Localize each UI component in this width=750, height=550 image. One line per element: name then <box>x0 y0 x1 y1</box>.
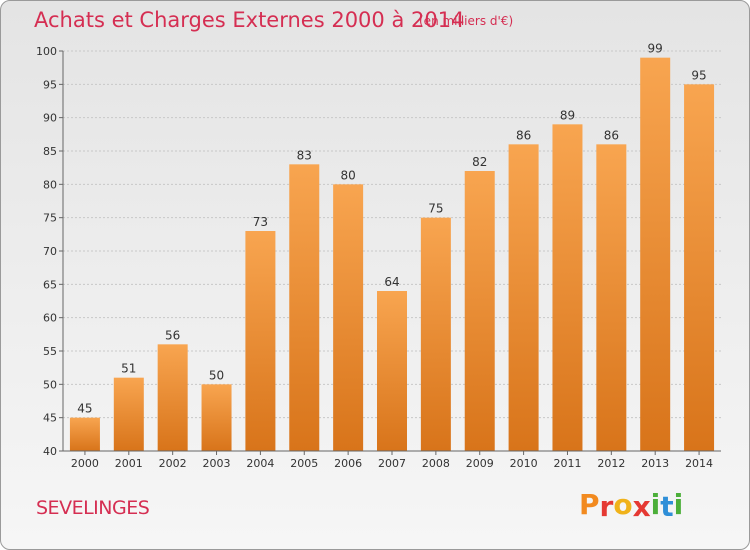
bar[interactable] <box>377 291 407 451</box>
chart-title: Achats et Charges Externes 2000 à 2014 <box>34 8 465 32</box>
data-label: 80 <box>340 168 355 182</box>
bar[interactable] <box>333 184 364 452</box>
y-tick-label: 95 <box>43 78 57 91</box>
data-label: 75 <box>428 202 443 216</box>
y-tick-label: 40 <box>43 445 57 458</box>
data-label: 82 <box>472 155 487 169</box>
y-tick-label: 55 <box>43 345 57 358</box>
bar[interactable] <box>201 384 232 451</box>
bar[interactable] <box>464 171 495 451</box>
y-tick-label: 90 <box>43 112 57 125</box>
bar[interactable] <box>508 144 539 452</box>
x-tick-label: 2009 <box>466 457 494 470</box>
x-tick-label: 2007 <box>378 457 406 470</box>
x-tick-label: 2010 <box>510 457 538 470</box>
x-tick-label: 2000 <box>71 457 99 470</box>
x-tick-label: 2013 <box>641 457 669 470</box>
y-axis: 40 45 50 55 60 65 70 75 80 85 90 95 100 <box>36 45 64 458</box>
y-tick-label: 45 <box>43 412 57 425</box>
logo-letter: x <box>632 490 651 523</box>
bar[interactable] <box>113 377 144 451</box>
data-label: 89 <box>560 108 575 122</box>
x-tick-label: 2011 <box>553 457 581 470</box>
data-label: 64 <box>384 275 399 289</box>
data-label: 99 <box>648 42 663 56</box>
bars: 45 51 56 50 73 83 80 64 75 82 86 89 86 99 95 <box>69 42 715 452</box>
y-tick-label: 85 <box>43 145 57 158</box>
bar[interactable] <box>640 57 671 452</box>
logo-letter: i <box>673 488 684 521</box>
logo-letter: i <box>650 488 661 521</box>
x-tick-label: 2012 <box>597 457 625 470</box>
logo-letter: P <box>579 488 600 521</box>
data-label: 86 <box>604 128 619 142</box>
x-tick-label: 2014 <box>685 457 713 470</box>
proxiti-logo[interactable]: Proxiti <box>579 488 684 523</box>
data-label: 73 <box>253 215 268 229</box>
x-tick-label: 2006 <box>334 457 362 470</box>
logo-letter: t <box>660 490 674 523</box>
bar[interactable] <box>552 124 583 451</box>
data-label: 50 <box>209 368 224 382</box>
logo-letter: r <box>599 490 614 523</box>
logo-letter: o <box>613 488 633 521</box>
y-tick-label: 100 <box>36 45 57 58</box>
location-name: SEVELINGES <box>36 497 150 519</box>
data-label: 56 <box>165 328 180 342</box>
x-tick-label: 2003 <box>203 457 231 470</box>
x-tick-label: 2002 <box>159 457 187 470</box>
bar[interactable] <box>289 164 320 452</box>
bar[interactable] <box>596 144 627 452</box>
x-axis: 2000 2001 2002 2003 2004 2005 2006 2007 2008 2009… <box>63 450 721 470</box>
chart-subtitle: (en milliers d'€) <box>419 14 514 28</box>
y-tick-label: 50 <box>43 378 57 391</box>
y-tick-label: 70 <box>43 245 57 258</box>
data-label: 45 <box>77 402 92 416</box>
data-label: 51 <box>121 362 136 376</box>
bar[interactable] <box>684 84 715 451</box>
bar[interactable] <box>420 217 451 451</box>
x-tick-label: 2005 <box>290 457 318 470</box>
x-tick-label: 2001 <box>115 457 143 470</box>
bar[interactable] <box>69 417 100 451</box>
y-tick-label: 65 <box>43 278 57 291</box>
bar[interactable] <box>157 344 188 451</box>
x-tick-label: 2008 <box>422 457 450 470</box>
y-tick-label: 75 <box>43 212 57 225</box>
bar[interactable] <box>245 231 276 451</box>
data-label: 83 <box>297 148 312 162</box>
y-tick-label: 60 <box>43 312 57 325</box>
data-label: 95 <box>691 68 706 82</box>
x-tick-label: 2004 <box>246 457 274 470</box>
data-label: 86 <box>516 128 531 142</box>
y-tick-label: 80 <box>43 178 57 191</box>
